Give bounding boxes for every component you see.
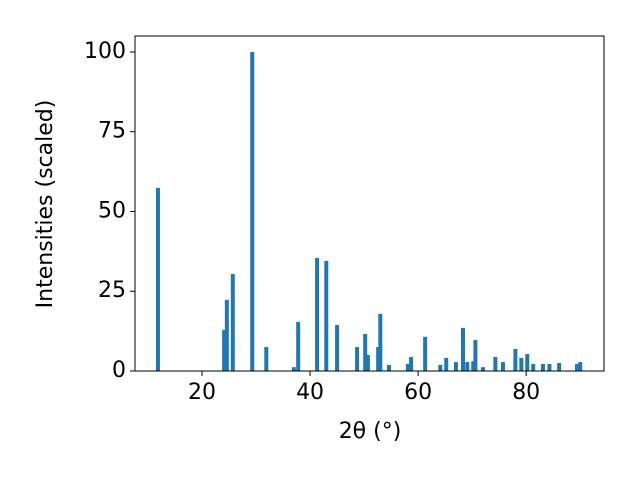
bar: [460, 327, 465, 371]
bar: [405, 363, 410, 371]
bar: [365, 355, 370, 371]
bar: [519, 357, 524, 371]
bar: [222, 329, 227, 371]
y-axis-label: Intensities (scaled): [33, 100, 58, 309]
bar: [335, 325, 340, 371]
bar: [315, 258, 320, 371]
bar: [473, 340, 478, 371]
bar: [574, 363, 579, 371]
bar: [355, 347, 360, 371]
y-tick-label: 25: [98, 278, 126, 303]
bar: [540, 363, 545, 371]
bar: [376, 347, 381, 371]
bar: [453, 362, 458, 371]
bar: [547, 363, 552, 371]
bar: [378, 313, 383, 371]
bar: [264, 347, 269, 371]
x-tick-label: 80: [512, 380, 540, 405]
y-tick-label: 100: [84, 39, 126, 64]
x-axis-label: 2θ (°): [339, 419, 402, 444]
x-tick-label: 20: [188, 380, 216, 405]
bar: [531, 363, 536, 371]
bar: [480, 367, 485, 371]
bar: [386, 364, 391, 371]
bar: [557, 363, 562, 371]
bar: [525, 354, 530, 371]
bar: [493, 356, 498, 371]
bar: [438, 364, 443, 371]
bar: [500, 362, 505, 371]
bar: [363, 333, 368, 371]
bar: [444, 357, 449, 371]
bar: [224, 299, 229, 371]
bar: [471, 361, 476, 371]
bar: [291, 367, 296, 371]
bar: [324, 260, 329, 371]
bar: [465, 362, 470, 371]
bar: [409, 356, 414, 371]
bar: [230, 274, 235, 371]
x-tick-label: 60: [404, 380, 432, 405]
plot-frame: [134, 35, 605, 372]
bar: [296, 321, 301, 371]
bar: [250, 51, 255, 371]
bar: [578, 362, 583, 371]
bar: [513, 348, 518, 371]
x-tick-label: 40: [296, 380, 324, 405]
y-tick-label: 50: [98, 198, 126, 223]
y-tick-label: 75: [98, 119, 126, 144]
y-tick-label: 0: [112, 358, 126, 383]
bar: [423, 336, 428, 371]
bar: [155, 187, 160, 371]
